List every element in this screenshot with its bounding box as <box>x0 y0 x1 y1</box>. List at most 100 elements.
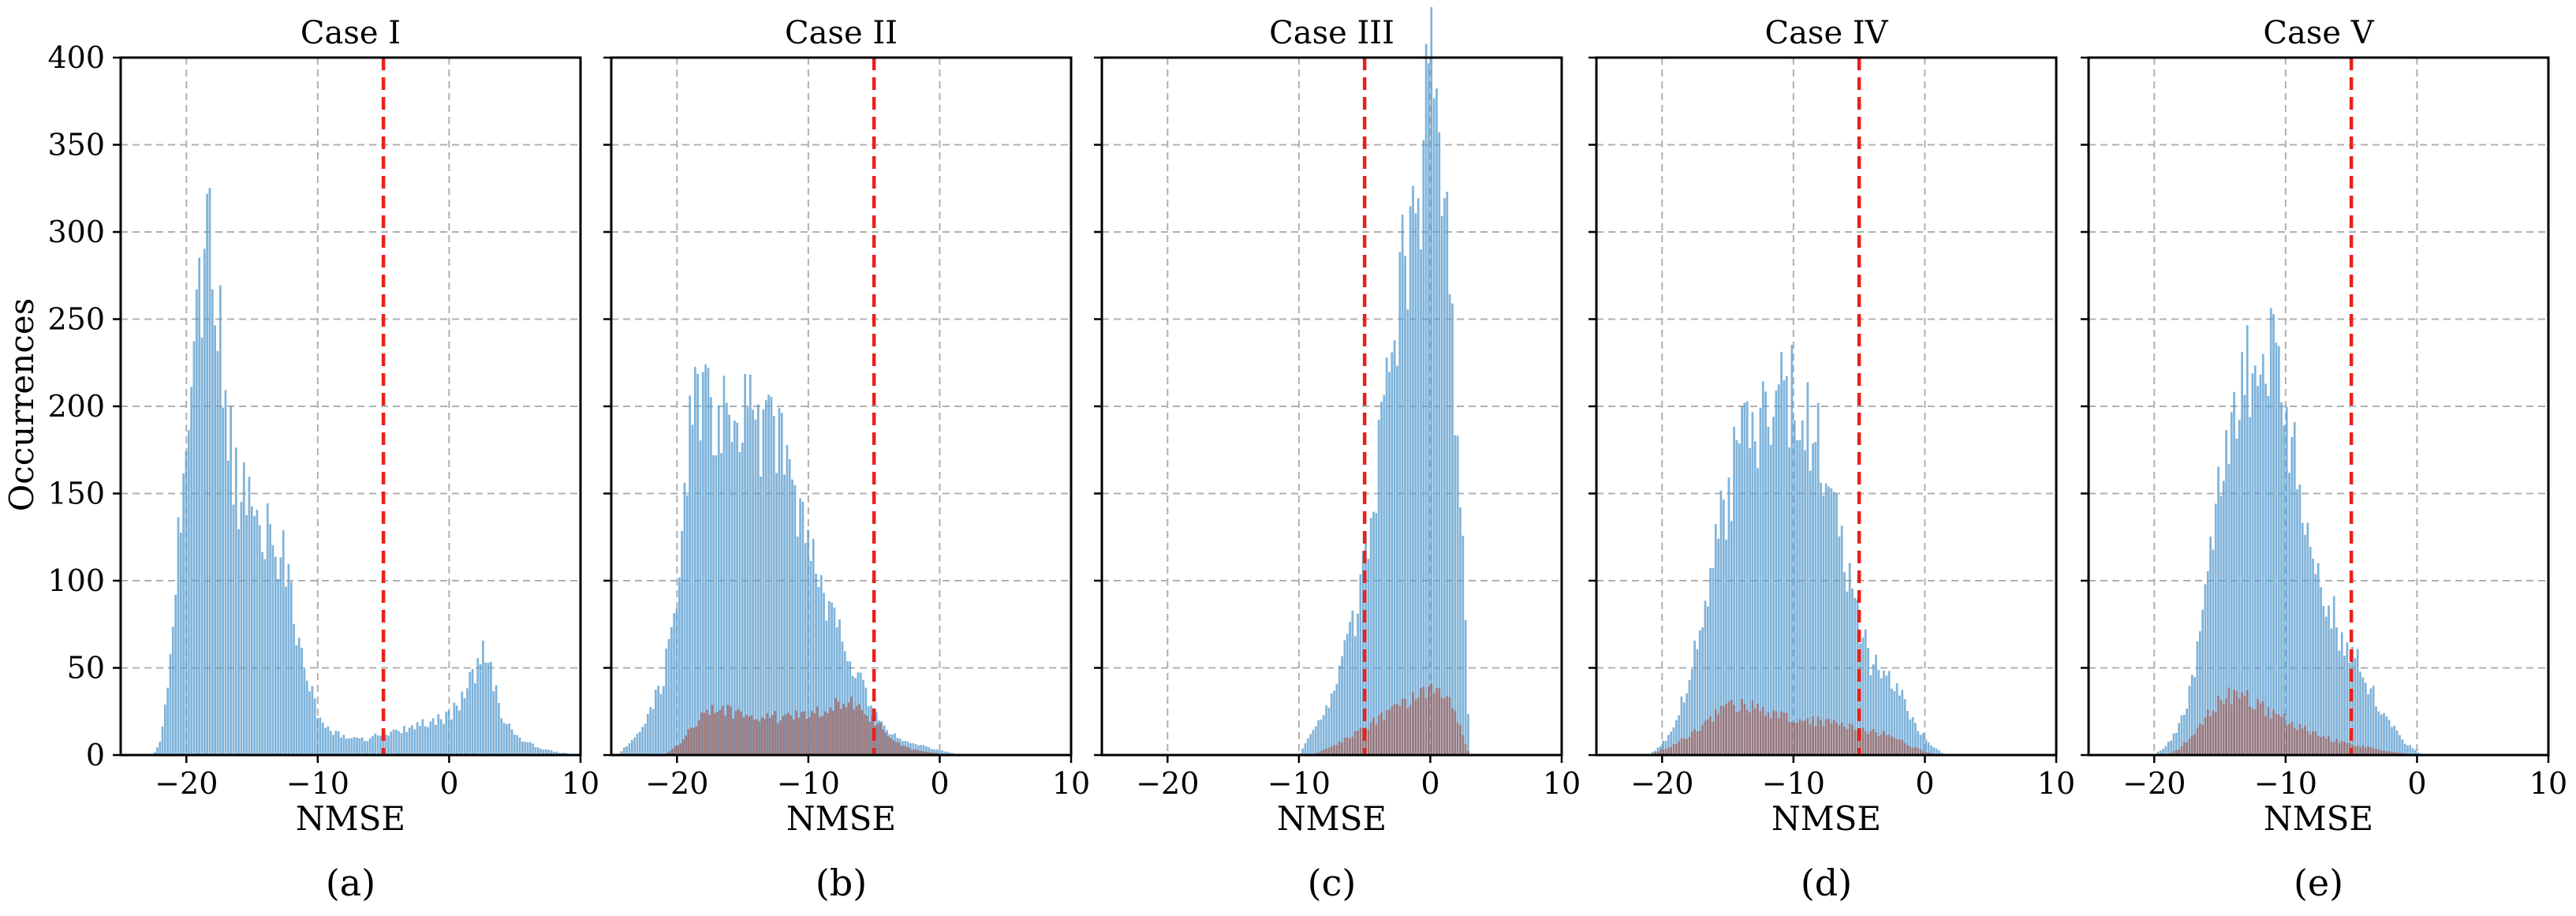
histogram-bar <box>770 396 773 755</box>
histogram-bar <box>2361 745 2365 755</box>
y-tick-label: 300 <box>47 215 105 249</box>
histogram-bar <box>1330 746 1333 755</box>
histogram-bar <box>532 743 535 755</box>
histogram-bar <box>815 574 817 755</box>
histogram-bar <box>155 747 159 755</box>
histogram-bar <box>2175 732 2178 755</box>
subcaption: (c) <box>1308 862 1357 904</box>
x-tick-label: −10 <box>2254 766 2317 801</box>
histogram-bar <box>250 506 253 755</box>
histogram-bar <box>1393 704 1396 755</box>
histogram-bar <box>2346 742 2349 755</box>
histogram-bar <box>289 581 293 755</box>
histogram-bar <box>371 735 374 755</box>
subcaption: (e) <box>2294 862 2343 904</box>
histogram-bar <box>696 373 700 755</box>
histogram-bar <box>2383 712 2385 755</box>
histogram-bar <box>1704 720 1707 755</box>
histogram-bar <box>2190 675 2193 755</box>
histogram-bar <box>303 668 306 755</box>
histogram-bar <box>746 407 749 755</box>
histogram-bar <box>329 731 332 755</box>
histogram-bar <box>1757 468 1759 755</box>
panel-title: Case I <box>301 15 401 51</box>
histogram-bar <box>756 404 760 755</box>
histogram-bar <box>1812 716 1814 755</box>
histogram-bar <box>2306 731 2309 755</box>
histogram-bar <box>1396 704 1398 755</box>
histogram-bar <box>1398 252 1402 755</box>
histogram-bar <box>421 719 424 755</box>
histogram-bar <box>681 531 684 755</box>
histogram-bar <box>752 409 754 755</box>
histogram-bar <box>1759 407 1762 755</box>
histogram-bar <box>823 593 825 755</box>
histogram-bar <box>732 718 734 755</box>
panel-title: Case II <box>785 15 898 51</box>
histogram-bar <box>2209 716 2212 755</box>
histogram-bar <box>654 690 657 755</box>
histogram-bar <box>427 727 429 755</box>
histogram-bar <box>419 726 421 755</box>
histogram-bar <box>1432 98 1435 756</box>
histogram-bar <box>153 752 156 755</box>
histogram-bar <box>1751 412 1754 755</box>
histogram-bar <box>413 729 416 755</box>
histogram-bar <box>2246 325 2249 755</box>
histogram-bar <box>675 608 678 755</box>
histogram-bar <box>786 445 789 755</box>
histogram-bar <box>2364 682 2367 755</box>
histogram-bar <box>1343 640 1346 755</box>
histogram-bar <box>1686 693 1688 755</box>
x-tick-label: 0 <box>930 766 949 801</box>
subcaption: (d) <box>1801 862 1852 904</box>
histogram-bar <box>2322 605 2325 755</box>
y-tick-label: 350 <box>47 128 105 163</box>
histogram-bar <box>1783 712 1786 755</box>
histogram-bar <box>791 479 793 755</box>
histogram-bar <box>1925 752 1928 755</box>
histogram-bar <box>705 709 708 755</box>
histogram-bar <box>258 525 261 755</box>
histogram-bar <box>2225 429 2227 755</box>
histogram-bar <box>2309 735 2312 755</box>
histogram-bar <box>754 419 757 755</box>
y-tick-label: 0 <box>86 738 105 772</box>
histogram-bar <box>812 538 815 755</box>
histogram-bar <box>2217 466 2219 755</box>
histogram-bar <box>529 742 532 755</box>
histogram-bar <box>1745 401 1749 755</box>
histogram-bar <box>2272 314 2275 756</box>
histogram-bar <box>1462 535 1465 755</box>
histogram-bar <box>2354 658 2357 755</box>
histogram-bar <box>862 679 864 755</box>
histogram-bar <box>1909 719 1912 755</box>
histogram-bar <box>1327 747 1331 755</box>
histogram-bar <box>2212 549 2215 755</box>
histogram-bar <box>1306 738 1309 755</box>
histogram-bar <box>1861 727 1865 755</box>
histogram-bar <box>1767 427 1770 755</box>
histogram-bar <box>823 711 827 755</box>
histogram-bar <box>671 749 674 755</box>
histogram-bar <box>161 726 164 755</box>
histogram-bar <box>1396 365 1398 755</box>
histogram-bar <box>796 537 799 755</box>
histogram-bar <box>1757 704 1759 755</box>
histogram-bar <box>797 717 801 755</box>
histogram-bar <box>1404 698 1406 755</box>
histogram-bar <box>1317 752 1320 755</box>
histogram-bar <box>224 390 227 755</box>
histogram-bar <box>1698 730 1701 755</box>
histogram-bar <box>1796 439 1798 755</box>
histogram-bar <box>801 502 805 755</box>
histogram-bar <box>758 721 761 755</box>
histogram-bar <box>482 640 484 755</box>
histogram-bar <box>900 746 903 755</box>
histogram-bar <box>1775 390 1778 755</box>
histogram-bar <box>1372 511 1375 755</box>
histogram-bar <box>2198 631 2201 755</box>
x-tick-label: −20 <box>645 766 708 801</box>
histogram-bar <box>2261 701 2264 755</box>
histogram-bar <box>445 712 448 755</box>
